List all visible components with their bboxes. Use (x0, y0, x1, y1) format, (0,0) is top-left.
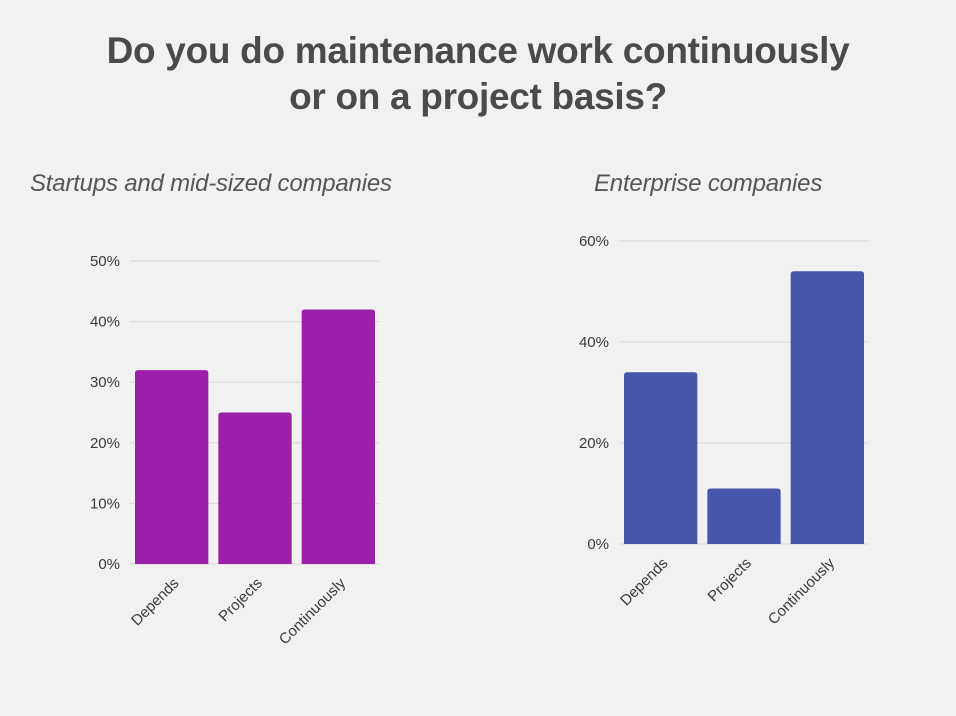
enterprise-category-label: Depends (617, 555, 671, 609)
enterprise-bar-continuously (790, 271, 864, 544)
startups-ytick-label: 30% (90, 374, 120, 391)
startups-ytick-label: 20% (90, 435, 120, 452)
chart-title-line-1: Do you do maintenance work continuously (106, 30, 850, 71)
chart-title-line-2: or on a project basis? (289, 76, 667, 117)
startups-category-label: Depends (128, 575, 182, 629)
enterprise-bar-chart: 0% 20% 40% 60% Depends Projects Continuously (579, 233, 869, 628)
startups-category-label: Continuously (276, 574, 350, 648)
enterprise-ytick-label: 0% (587, 536, 609, 553)
startups-ytick-label: 0% (98, 556, 120, 573)
startups-ytick-label: 50% (90, 253, 120, 270)
startups-bar-projects (218, 412, 292, 564)
startups-bar-chart: 0% 10% 20% 30% 40% 50% Depends Projects Continuo… (90, 253, 380, 648)
left-chart-subtitle: Startups and mid-sized companies (30, 170, 392, 197)
chart-title: Do you do maintenance work continuously … (0, 28, 956, 120)
enterprise-ytick-label: 60% (579, 233, 609, 250)
enterprise-ytick-label: 40% (579, 334, 609, 351)
enterprise-bar-projects (707, 488, 781, 544)
enterprise-category-label: Projects (704, 555, 754, 605)
startups-bar-depends (135, 370, 209, 564)
startups-bar-continuously (301, 309, 375, 564)
enterprise-bar-depends (624, 372, 698, 544)
startups-ytick-label: 40% (90, 314, 120, 331)
startups-category-label: Projects (215, 575, 265, 625)
startups-ytick-label: 10% (90, 495, 120, 512)
enterprise-ytick-label: 20% (579, 435, 609, 452)
right-chart-subtitle: Enterprise companies (594, 170, 823, 197)
enterprise-category-label: Continuously (765, 554, 839, 628)
